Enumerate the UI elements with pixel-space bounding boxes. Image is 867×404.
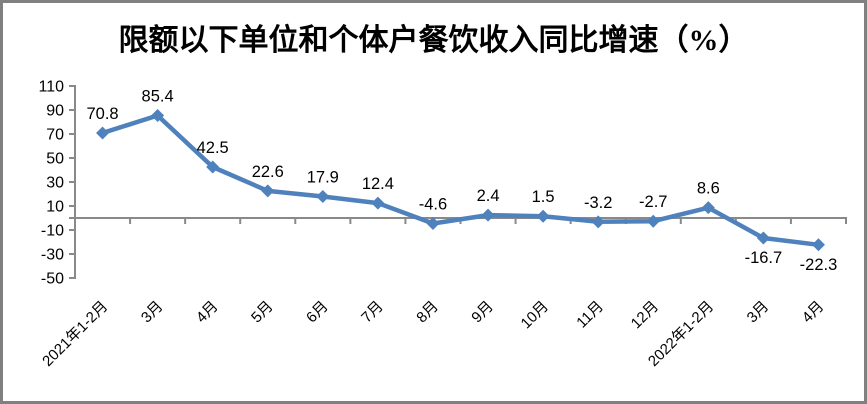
x-axis-label: 5月 (248, 298, 277, 327)
data-point-marker (536, 209, 550, 223)
y-axis-label: 70 (46, 127, 64, 144)
x-axis-label: 6月 (303, 298, 332, 327)
data-point-marker (591, 215, 605, 229)
x-axis-label: 11月 (573, 298, 607, 332)
data-point-marker (316, 190, 330, 204)
y-axis-label: 30 (46, 175, 64, 192)
line-chart-plot-area: 110 90 70 50 30 10 -10 -30 -50 2021年1-2月 3月 4月 5月 6月 7… (38, 79, 847, 370)
data-point-marker (481, 208, 495, 222)
y-axis-label: -50 (41, 271, 64, 288)
x-axis-label: 8月 (413, 298, 442, 327)
x-axis-label: 9月 (468, 298, 497, 327)
data-point-label: 12.4 (362, 175, 394, 193)
data-point-label: 85.4 (142, 88, 174, 106)
data-point-marker (96, 126, 110, 140)
data-point-label: -22.3 (800, 256, 838, 274)
data-point-marker (811, 238, 825, 252)
x-axis-label: 4月 (799, 298, 828, 327)
data-point-marker (701, 201, 715, 215)
x-axis-label: 7月 (358, 298, 387, 327)
data-point-marker (426, 217, 440, 231)
data-point-marker (206, 160, 220, 174)
y-axis-label: -10 (41, 223, 64, 240)
data-point-marker (646, 214, 660, 228)
data-point-label: -2.7 (639, 193, 667, 211)
data-point-marker (261, 184, 275, 198)
x-axis-label: 10月 (518, 298, 552, 332)
data-point-label: 42.5 (197, 139, 229, 157)
data-point-label: 1.5 (532, 188, 555, 206)
x-axis-label: 12月 (628, 298, 662, 332)
data-point-label: 22.6 (252, 163, 284, 181)
data-point-label: 17.9 (307, 169, 339, 187)
data-point-marker (756, 231, 770, 245)
data-point-marker (151, 109, 165, 123)
x-axis-label: 4月 (193, 298, 222, 327)
series-line (100, 113, 821, 248)
data-point-marker (371, 196, 385, 210)
data-point-label: 2.4 (477, 187, 500, 205)
data-point-label: 8.6 (697, 180, 720, 198)
data-point-label: 70.8 (86, 105, 118, 123)
data-point-label: -4.6 (419, 196, 447, 214)
y-axis-label: 50 (46, 151, 64, 168)
x-axis-label: 3月 (744, 298, 773, 327)
y-axis-label: -30 (41, 247, 64, 264)
y-axis-label: 110 (38, 79, 64, 96)
x-axis-label: 2021年1-2月 (39, 298, 111, 370)
data-point-label: -3.2 (584, 194, 612, 212)
data-point-label: -16.7 (745, 249, 783, 267)
chart-title: 限额以下单位和个体户餐饮收入同比增速（%） (118, 24, 749, 57)
y-axis-label: 90 (46, 103, 64, 120)
x-axis-label: 3月 (138, 298, 167, 327)
y-axis-label: 10 (46, 199, 64, 216)
